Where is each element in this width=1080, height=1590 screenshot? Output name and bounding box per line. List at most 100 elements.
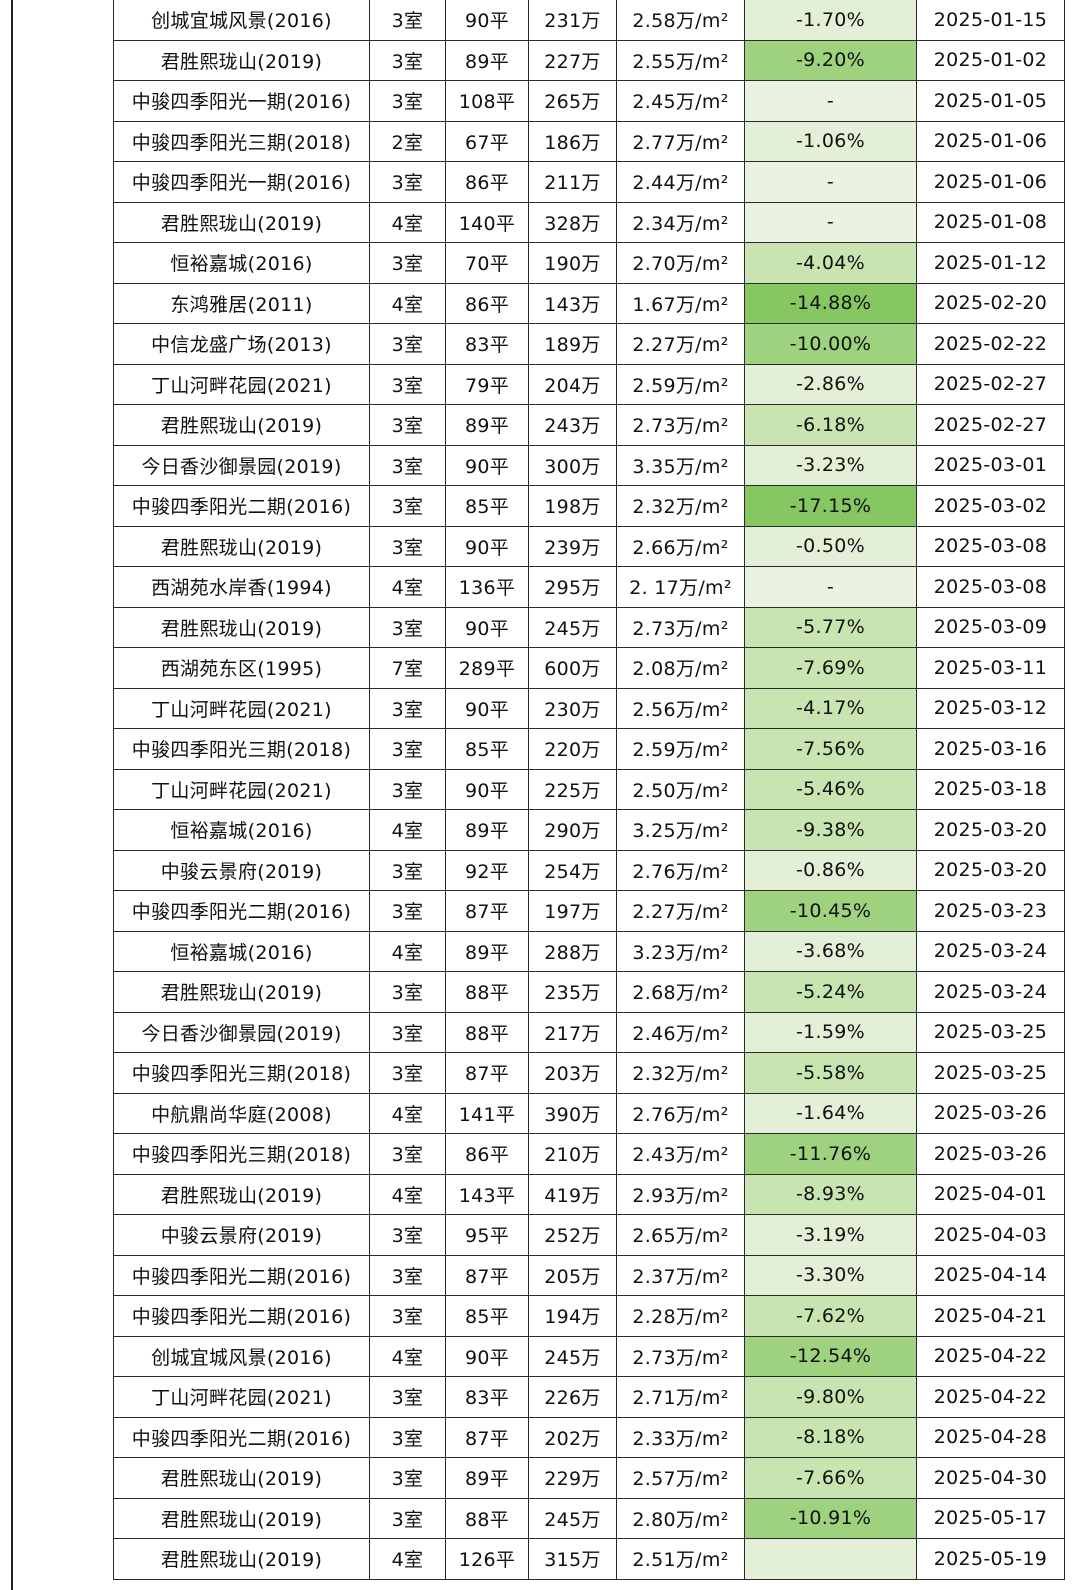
cell-total-price: 186万 [528,120,617,162]
cell-price-change: -7.66% [744,1457,917,1499]
table-row: 创城宜城风景(2016) 4室 90平 245万 2.73万/m² -12.54% 2025… [113,1335,1065,1377]
cell-date: 2025-02-22 [916,323,1065,365]
cell-community: 西湖苑东区(1995) [113,647,370,689]
cell-community: 中骏四季阳光三期(2018) [113,728,370,770]
cell-rooms: 3室 [369,323,446,365]
cell-date: 2025-05-19 [916,1538,1065,1580]
cell-unit-price: 2.43万/m² [616,1133,745,1175]
table-row: 君胜熙珑山(2019) 3室 89平 229万 2.57万/m² -7.66% 2025-0… [113,1457,1065,1499]
cell-unit-price: 3.35万/m² [616,444,745,486]
cell-price-change: - [744,201,917,243]
cell-rooms: 3室 [369,485,446,527]
cell-date: 2025-03-11 [916,647,1065,689]
cell-total-price: 300万 [528,444,617,486]
cell-unit-price: 2.77万/m² [616,120,745,162]
cell-unit-price: 2.66万/m² [616,525,745,567]
cell-rooms: 4室 [369,201,446,243]
cell-area: 88平 [445,1497,529,1539]
cell-price-change: -10.00% [744,323,917,365]
cell-total-price: 211万 [528,161,617,203]
cell-date: 2025-01-06 [916,120,1065,162]
cell-date: 2025-04-01 [916,1173,1065,1215]
cell-date: 2025-03-09 [916,606,1065,648]
cell-date: 2025-03-12 [916,687,1065,729]
cell-community: 丁山河畔花园(2021) [113,768,370,810]
cell-total-price: 217万 [528,1011,617,1053]
cell-community: 中骏四季阳光二期(2016) [113,1416,370,1458]
cell-rooms: 4室 [369,930,446,972]
cell-price-change: -8.18% [744,1416,917,1458]
cell-community: 创城宜城风景(2016) [113,0,370,41]
table-row: 西湖苑水岸香(1994) 4室 136平 295万 2. 17万/m² -2025-03-… [113,566,1065,608]
cell-community: 君胜熙珑山(2019) [113,39,370,81]
cell-community: 中骏四季阳光一期(2016) [113,80,370,122]
cell-price-change: -11.76% [744,1133,917,1175]
cell-total-price: 235万 [528,971,617,1013]
table-row: 君胜熙珑山(2019) 3室 88平 235万 2.68万/m² -5.24% 2025-0… [113,971,1065,1013]
cell-total-price: 143万 [528,282,617,324]
cell-community: 中航鼎尚华庭(2008) [113,1092,370,1134]
table-row: 君胜熙珑山(2019) 3室 90平 245万 2.73万/m² -5.77% 2025-0… [113,606,1065,648]
cell-price-change: -7.62% [744,1295,917,1337]
cell-date: 2025-03-20 [916,809,1065,851]
cell-price-change: -3.30% [744,1254,917,1296]
cell-rooms: 3室 [369,1497,446,1539]
cell-price-change: -3.23% [744,444,917,486]
cell-rooms: 3室 [369,890,446,932]
cell-unit-price: 2.34万/m² [616,201,745,243]
cell-community: 中骏四季阳光三期(2018) [113,1052,370,1094]
cell-area: 83平 [445,323,529,365]
table-row: 丁山河畔花园(2021) 3室 79平 204万 2.59万/m² -2.86% 2025-… [113,363,1065,405]
cell-date: 2025-01-02 [916,39,1065,81]
cell-unit-price: 2.70万/m² [616,242,745,284]
cell-price-change: -1.59% [744,1011,917,1053]
cell-price-change: -5.24% [744,971,917,1013]
cell-area: 88平 [445,971,529,1013]
cell-area: 90平 [445,768,529,810]
table-row: 丁山河畔花园(2021) 3室 90平 225万 2.50万/m² -5.46% 2025-… [113,768,1065,810]
table-row: 君胜熙珑山(2019) 4室 143平 419万 2.93万/m² -8.93% 2025-… [113,1173,1065,1215]
cell-date: 2025-04-03 [916,1214,1065,1256]
cell-total-price: 245万 [528,606,617,648]
cell-rooms: 3室 [369,768,446,810]
table-row: 君胜熙珑山(2019) 3室 88平 245万 2.80万/m² -10.91% 2025-… [113,1497,1065,1539]
table-row: 中骏四季阳光二期(2016) 3室 87平 205万 2.37万/m² -3.30% 202… [113,1254,1065,1296]
cell-unit-price: 2.76万/m² [616,849,745,891]
cell-rooms: 3室 [369,1052,446,1094]
table-row: 君胜熙珑山(2019) 3室 89平 227万 2.55万/m² -9.20% 2025-0… [113,39,1065,81]
cell-community: 中骏四季阳光三期(2018) [113,1133,370,1175]
cell-rooms: 4室 [369,1538,446,1580]
cell-price-change: - [744,80,917,122]
cell-total-price: 204万 [528,363,617,405]
cell-area: 90平 [445,606,529,648]
cell-unit-price: 2.44万/m² [616,161,745,203]
cell-total-price: 203万 [528,1052,617,1094]
cell-date: 2025-03-25 [916,1011,1065,1053]
cell-unit-price: 2.71万/m² [616,1376,745,1418]
cell-date: 2025-04-14 [916,1254,1065,1296]
cell-area: 90平 [445,1335,529,1377]
cell-community: 今日香沙御景园(2019) [113,1011,370,1053]
cell-price-change: -3.68% [744,930,917,972]
cell-total-price: 315万 [528,1538,617,1580]
listing-table: 创城宜城风景(2016) 3室 90平 231万 2.58万/m² -1.70% 2025-… [113,0,1065,1580]
cell-rooms: 3室 [369,1376,446,1418]
cell-unit-price: 3.25万/m² [616,809,745,851]
listing-table-body: 创城宜城风景(2016) 3室 90平 231万 2.58万/m² -1.70% 2025-… [113,0,1065,1580]
table-row: 中骏四季阳光一期(2016) 3室 86平 211万 2.44万/m² -2025-01-… [113,161,1065,203]
table-row: 君胜熙珑山(2019) 4室 126平 315万 2.51万/m² 2025-05-19 [113,1538,1065,1580]
cell-unit-price: 2.73万/m² [616,1335,745,1377]
table-row: 中骏四季阳光二期(2016) 3室 85平 194万 2.28万/m² -7.62% 202… [113,1295,1065,1337]
table-row: 中骏四季阳光二期(2016) 3室 87平 202万 2.33万/m² -8.18% 202… [113,1416,1065,1458]
table-row: 恒裕嘉城(2016) 3室 70平 190万 2.70万/m² -4.04% 2025-01… [113,242,1065,284]
cell-community: 君胜熙珑山(2019) [113,525,370,567]
cell-date: 2025-04-21 [916,1295,1065,1337]
cell-unit-price: 2.32万/m² [616,1052,745,1094]
cell-area: 85平 [445,728,529,770]
cell-area: 87平 [445,1416,529,1458]
cell-date: 2025-01-05 [916,80,1065,122]
cell-area: 79平 [445,363,529,405]
cell-price-change: -7.56% [744,728,917,770]
left-border-line [11,0,13,1590]
cell-community: 君胜熙珑山(2019) [113,1457,370,1499]
